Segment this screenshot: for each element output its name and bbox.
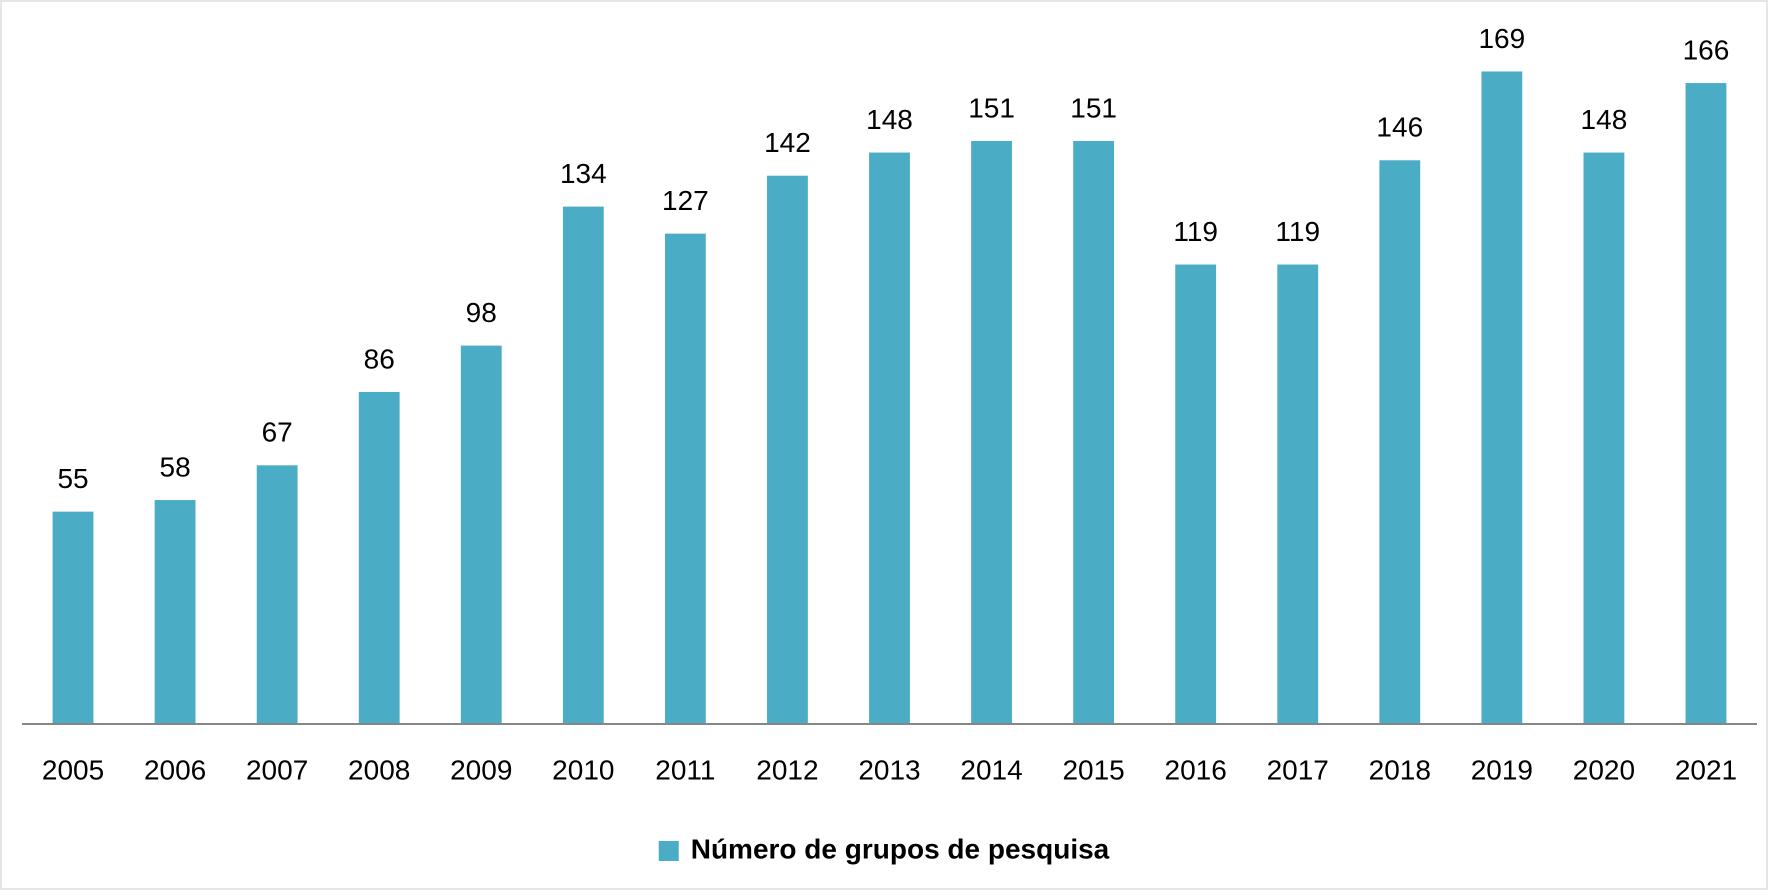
bar [971,140,1012,724]
x-tick-label: 2014 [960,754,1022,785]
data-label: 169 [1478,23,1525,54]
bar [1277,264,1319,724]
data-label: 142 [764,127,811,158]
bar [460,345,502,724]
data-label: 148 [1581,104,1628,135]
data-label: 134 [560,158,607,189]
x-tick-label: 2010 [552,754,614,785]
x-tick-label: 2006 [144,754,206,785]
data-label: 86 [364,343,395,374]
x-tick-label: 2005 [42,754,104,785]
bar [1481,71,1523,724]
legend-swatch [658,841,679,861]
bar [664,233,706,724]
data-label: 151 [968,92,1015,123]
data-label: 146 [1376,112,1423,143]
data-label: 58 [160,451,191,482]
bar [256,465,298,724]
data-label: 148 [866,104,913,135]
data-label: 127 [662,185,709,216]
data-label: 151 [1070,92,1117,123]
bar [1583,152,1625,725]
bar [154,500,196,724]
data-label: 98 [466,297,497,328]
x-tick-label: 2021 [1675,754,1737,785]
bar [562,206,604,725]
x-tick-label: 2018 [1369,754,1431,785]
x-tick-label: 2008 [348,754,410,785]
data-label: 119 [1173,216,1218,247]
x-tick-label: 2007 [246,754,308,785]
x-tick-label: 2012 [756,754,818,785]
x-tick-label: 2017 [1267,754,1329,785]
bar [1685,83,1727,725]
data-label: 119 [1275,216,1320,247]
data-label: 166 [1683,34,1730,65]
x-tick-label: 2020 [1573,754,1635,785]
bar [869,152,910,725]
x-tick-label: 2009 [450,754,512,785]
bar [767,175,808,724]
x-tick-label: 2013 [858,754,920,785]
x-tick-label: 2019 [1471,754,1533,785]
data-label: 55 [57,463,88,494]
bar [1073,140,1115,724]
data-label: 67 [262,417,293,448]
bar [1379,160,1421,724]
legend-label: Número de grupos de pesquisa [691,833,1110,864]
x-tick-label: 2011 [655,754,715,785]
x-tick-label: 2016 [1165,754,1227,785]
bar [1175,264,1217,724]
bar [52,511,94,724]
bar [358,391,400,724]
x-tick-label: 2015 [1062,754,1124,785]
